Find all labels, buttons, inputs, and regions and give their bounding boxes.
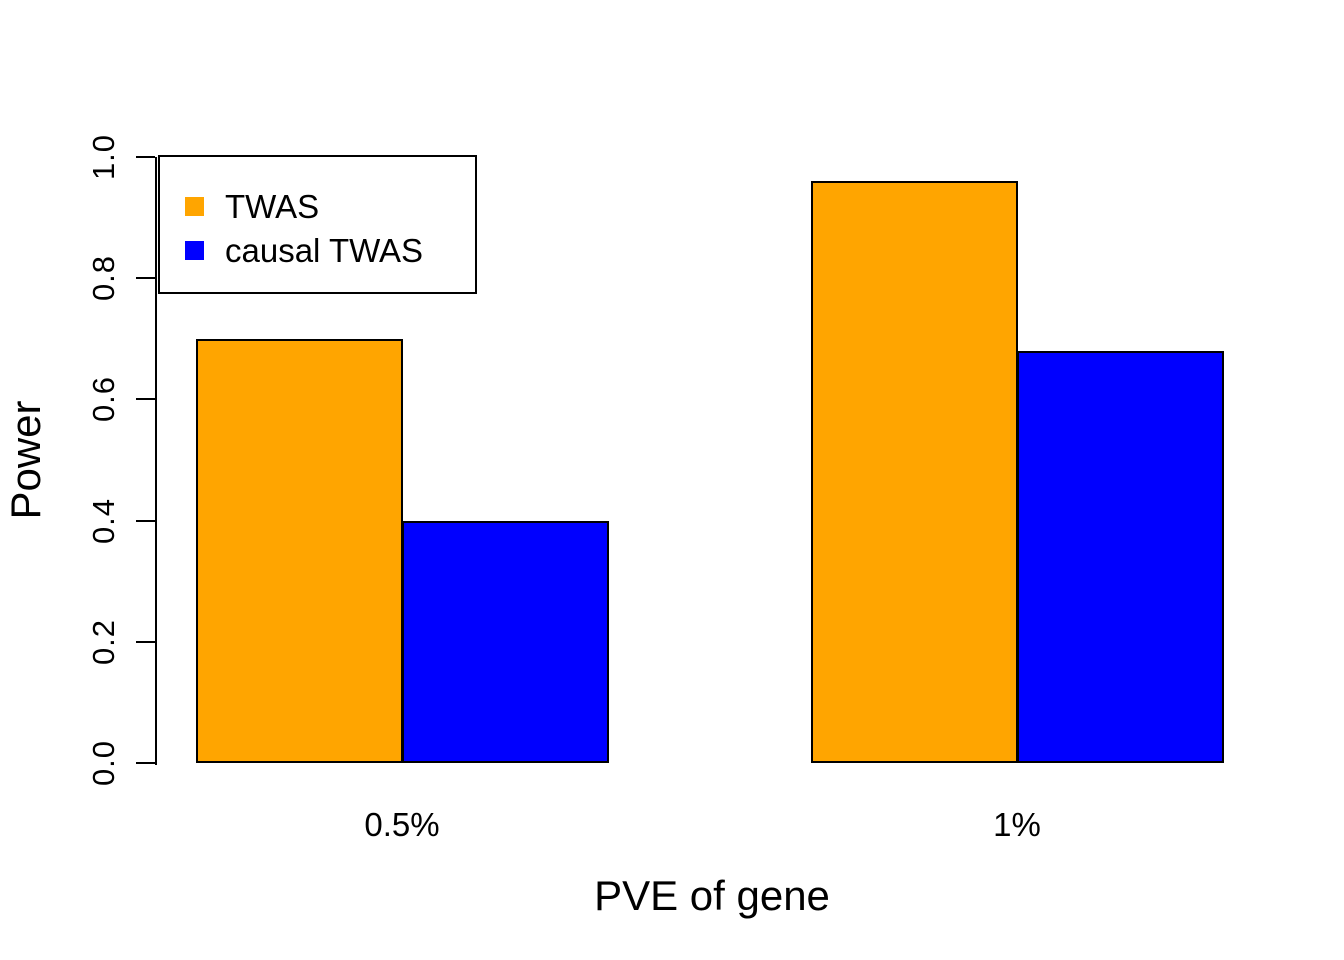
y-tick-0.8 [136, 277, 155, 279]
y-tick-label-0.0: 0.0 [86, 739, 121, 787]
x-axis-title: PVE of gene [594, 872, 830, 919]
y-tick-label-1.0: 1.0 [86, 133, 121, 181]
y-tick-label-0.4: 0.4 [86, 497, 121, 545]
bar-causal-twas-0.5% [402, 521, 609, 763]
legend-item-twas: TWAS [185, 184, 475, 228]
legend-item-causal-twas: causal TWAS [185, 228, 475, 272]
y-tick-label-0.6: 0.6 [86, 375, 121, 423]
bar-causal-twas-1% [1017, 351, 1224, 763]
y-axis-title: Power [2, 400, 49, 520]
legend-swatch-causal-twas [185, 240, 204, 260]
y-tick-0.6 [136, 398, 155, 400]
bar-twas-0.5% [196, 339, 403, 763]
x-category-label-0.5%: 0.5% [364, 806, 440, 843]
y-tick-0.0 [136, 762, 155, 764]
legend-label-causal-twas: causal TWAS [225, 231, 424, 269]
legend-swatch-twas [185, 196, 204, 216]
y-tick-label-0.8: 0.8 [86, 254, 121, 302]
y-axis-line [155, 157, 157, 765]
bar-twas-1% [811, 181, 1018, 763]
y-tick-0.2 [136, 641, 155, 643]
legend-label-twas: TWAS [225, 187, 320, 225]
y-tick-0.4 [136, 520, 155, 522]
legend: TWAS causal TWAS [158, 155, 477, 294]
y-tick-label-0.2: 0.2 [86, 618, 121, 666]
x-category-label-1%: 1% [993, 806, 1041, 843]
y-tick-1.0 [136, 156, 155, 158]
